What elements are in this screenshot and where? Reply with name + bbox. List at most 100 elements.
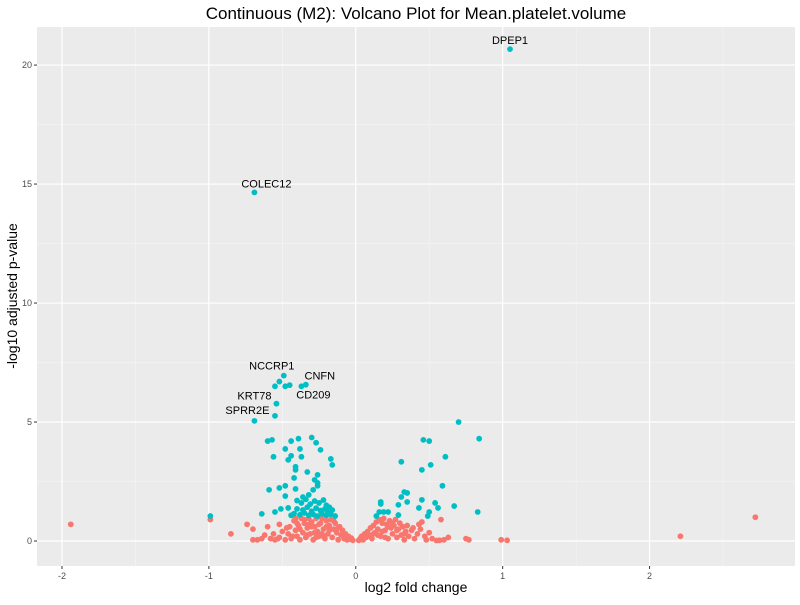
y-tick-label: 15 <box>22 179 32 189</box>
x-tick-label: 1 <box>500 571 505 581</box>
nonsignificant-point <box>301 516 308 523</box>
nonsignificant-point <box>292 515 299 522</box>
significant-point <box>327 456 334 462</box>
y-tick-label: 0 <box>27 536 32 546</box>
significant-point <box>298 500 305 506</box>
nonsignificant-point <box>289 533 296 540</box>
significant-point <box>295 435 302 442</box>
significant-point <box>332 513 339 519</box>
nonsignificant-point <box>275 535 281 542</box>
point-labels: DPEP1 COLEC12 NCCRP1 CNFN KRT78 CD209 SPRR2E <box>225 35 528 417</box>
significant-point <box>327 511 334 518</box>
significant-point <box>302 381 309 388</box>
significant-point <box>282 493 289 499</box>
nonsignificant-point <box>752 514 759 521</box>
significant-point <box>288 452 295 459</box>
nonsignificant-point <box>304 532 311 538</box>
x-axis: -2 -1 0 1 2 <box>58 566 652 581</box>
significant-point <box>432 500 438 506</box>
significant-point <box>314 513 321 519</box>
significant-point <box>305 512 312 519</box>
nonsignificant-point <box>399 523 406 530</box>
significant-point <box>313 439 320 446</box>
nonsignificant-point <box>270 530 277 537</box>
nonsignificant-point <box>414 530 421 537</box>
nonsignificant-point <box>335 525 342 531</box>
nonsignificant-point <box>276 521 283 528</box>
nonsignificant-point <box>285 530 292 537</box>
y-axis: 0 5 10 15 20 <box>22 60 37 546</box>
nonsignificant-point <box>264 523 271 530</box>
nonsignificant-point <box>67 521 74 528</box>
significant-point <box>424 513 431 519</box>
nonsignificant-point <box>401 536 408 543</box>
significant-point <box>298 453 305 460</box>
significant-point <box>323 512 330 519</box>
point-label: CNFN <box>305 371 336 383</box>
nonsignificant-point <box>267 535 274 542</box>
nonsignificant-point <box>282 536 289 543</box>
nonsignificant-point <box>405 533 412 540</box>
significant-point <box>314 482 321 489</box>
significant-point <box>385 509 391 515</box>
significant-point <box>266 486 273 493</box>
significant-point <box>311 498 318 504</box>
x-tick-label: -2 <box>58 571 66 581</box>
significant-point <box>294 505 300 512</box>
point-label: COLEC12 <box>241 178 291 190</box>
nonsignificant-point <box>429 535 436 542</box>
nonsignificant-point <box>441 536 447 543</box>
significant-point <box>302 496 309 503</box>
significant-point <box>292 485 299 492</box>
significant-point <box>310 486 317 493</box>
nonsignificant-point <box>404 522 411 529</box>
significant-point <box>310 511 317 518</box>
significant-point <box>277 505 284 512</box>
y-tick-label: 5 <box>27 417 32 427</box>
y-tick-label: 20 <box>22 60 32 70</box>
nonsignificant-point <box>311 529 318 536</box>
nonsignificant-point <box>250 536 256 543</box>
nonsignificant-point <box>389 520 396 527</box>
significant-point <box>420 436 427 443</box>
nonsignificant-point <box>320 533 327 540</box>
nonsignificant-point <box>367 533 374 540</box>
nonsignificant-point <box>385 523 391 530</box>
nonsignificant-point <box>335 536 342 543</box>
significant-point <box>395 512 402 518</box>
data-points <box>67 46 759 544</box>
y-tick-label: 10 <box>22 298 32 308</box>
significant-point <box>305 491 312 498</box>
significant-point <box>314 471 321 478</box>
nonsignificant-point <box>349 537 356 544</box>
nonsignificant-point <box>394 534 400 541</box>
significant-point <box>251 417 258 424</box>
nonsignificant-point <box>465 536 472 543</box>
nonsignificant-point <box>445 534 452 541</box>
point-label: DPEP1 <box>492 35 528 47</box>
nonsignificant-point <box>379 520 386 527</box>
nonsignificant-point <box>374 526 381 533</box>
significant-point <box>418 466 425 473</box>
significant-point <box>319 510 325 517</box>
nonsignificant-point <box>389 530 396 537</box>
significant-point <box>207 513 214 519</box>
significant-point <box>435 505 441 511</box>
significant-point <box>416 505 422 511</box>
significant-point <box>395 501 402 508</box>
x-tick-label: 0 <box>353 571 358 581</box>
significant-point <box>418 496 425 503</box>
nonsignificant-point <box>394 527 400 534</box>
nonsignificant-point <box>410 525 416 531</box>
significant-point <box>301 510 308 516</box>
significant-point <box>427 461 434 468</box>
nonsignificant-point <box>436 537 443 544</box>
significant-point <box>373 513 380 519</box>
nonsignificant-point <box>417 526 424 533</box>
nonsignificant-point <box>250 526 256 533</box>
significant-point <box>291 475 297 481</box>
grid-lines <box>37 27 795 566</box>
nonsignificant-point <box>382 534 389 541</box>
significant-point <box>439 482 446 489</box>
nonsignificant-point <box>374 532 381 538</box>
